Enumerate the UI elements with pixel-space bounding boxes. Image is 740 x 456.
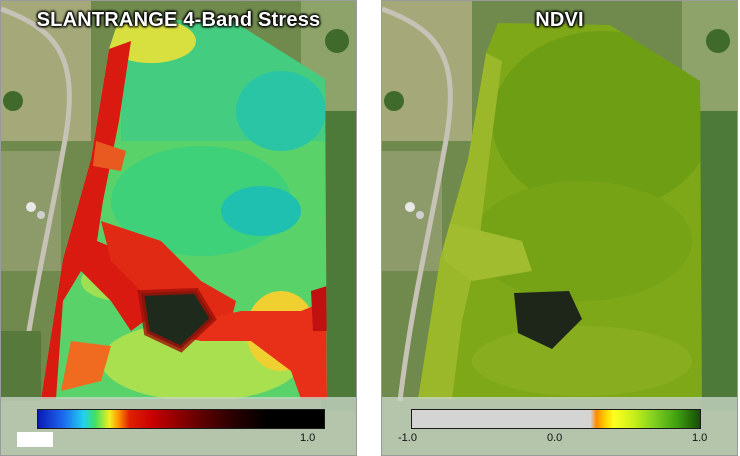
ndvi-scale-mid-label: 0.0 xyxy=(547,432,563,444)
ndvi-scale-min-label: -1.0 xyxy=(398,432,417,444)
ndvi-map-title: NDVI xyxy=(535,9,584,31)
legend-placeholder-box xyxy=(17,432,53,447)
stress-map-image xyxy=(1,1,356,455)
stress-map-panel: SLANTRANGE 4-Band Stress xyxy=(0,0,357,456)
ndvi-scale-max-label: 1.0 xyxy=(692,432,708,444)
stress-scale-max-label: 1.0 xyxy=(300,432,316,444)
ndvi-map-image xyxy=(382,1,737,455)
ndvi-map-panel: NDVI xyxy=(381,0,738,456)
stress-color-scale xyxy=(37,409,325,429)
ndvi-color-scale xyxy=(411,409,701,429)
stress-map-title: SLANTRANGE 4-Band Stress xyxy=(36,9,321,31)
